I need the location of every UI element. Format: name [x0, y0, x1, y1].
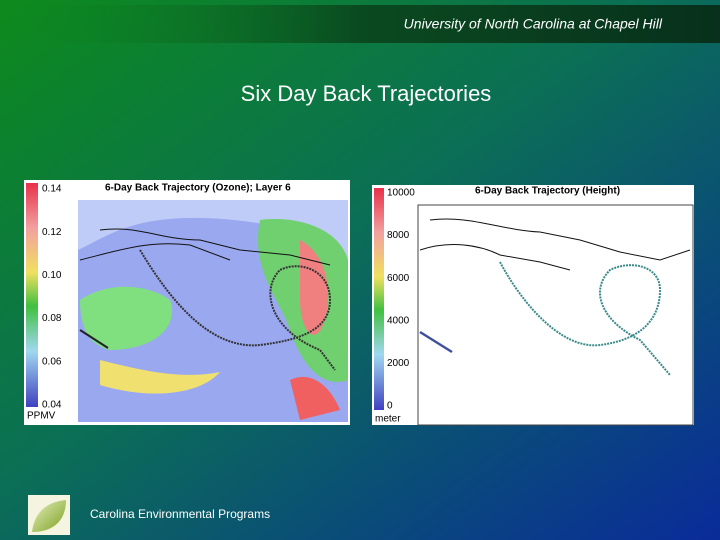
- trajectory: [79, 329, 109, 349]
- scale-label: 0.04: [42, 400, 62, 411]
- scale-label: 0.06: [42, 356, 62, 367]
- logo-leaf: [32, 500, 66, 532]
- footer-text: Carolina Environmental Programs: [90, 507, 270, 521]
- map: [417, 204, 694, 426]
- scale-label: 0.08: [42, 313, 62, 324]
- header-bar: [0, 5, 720, 43]
- panel-title: 6-Day Back Trajectory (Height): [475, 186, 620, 197]
- trajectory: [419, 330, 453, 354]
- trajectory: [139, 249, 336, 371]
- trajectory: [499, 261, 671, 376]
- scale-label: 4000: [387, 315, 410, 326]
- coastline: [419, 218, 691, 271]
- ozone-panel: 6-Day Back Trajectory (Ozone); Layer 6 P…: [24, 180, 350, 425]
- scale-label: 0.14: [42, 184, 62, 195]
- map-region: [290, 376, 340, 420]
- coastline: [79, 228, 331, 266]
- color-bar: [26, 183, 38, 407]
- panel-title: 6-Day Back Trajectory (Ozone); Layer 6: [105, 183, 291, 194]
- map-region: [80, 286, 172, 350]
- map-region: [100, 360, 220, 394]
- scale-label: 0.10: [42, 270, 62, 281]
- height-panel: 6-Day Back Trajectory (Height) meter: [372, 185, 694, 426]
- scale-label: 2000: [387, 358, 410, 369]
- unit-label: PPMV: [27, 411, 56, 422]
- unit-label: meter: [375, 414, 401, 425]
- scale-label: 10000: [387, 188, 415, 199]
- logo: [28, 495, 70, 535]
- scale-label: 6000: [387, 273, 410, 284]
- scale-label: 0: [387, 401, 393, 412]
- slide-title: Six Day Back Trajectories: [241, 81, 492, 106]
- map-region: [78, 200, 348, 260]
- color-bar: [374, 188, 384, 410]
- scale-label: 8000: [387, 230, 410, 241]
- scale-label: 0.12: [42, 227, 62, 238]
- map-region: [300, 240, 329, 335]
- header-text: University of North Carolina at Chapel H…: [404, 16, 663, 32]
